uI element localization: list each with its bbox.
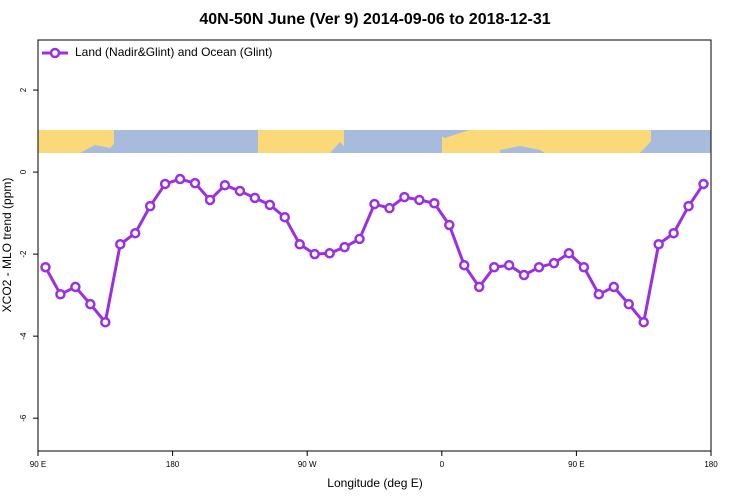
data-point [638,316,649,328]
data-point [578,261,590,273]
data-point [503,259,515,271]
data-point [115,239,126,250]
data-point [279,211,291,223]
x-tick-label: 180 [166,460,180,469]
data-point [473,281,485,293]
data-point [85,298,96,310]
legend-marker [49,47,61,59]
data-point [339,241,350,253]
data-point [533,261,545,273]
data-point [219,179,231,191]
data-point [189,177,201,189]
x-tick-label: 180 [704,460,718,469]
data-point [653,239,664,250]
data-point [309,248,320,260]
y-tick-label: -2 [19,250,28,258]
ocean [80,140,122,153]
data-point [144,200,156,212]
data-point [100,316,111,328]
data-point [429,198,440,209]
data-point [623,298,634,310]
data-point [608,281,620,293]
data-point [324,248,335,259]
data-point [294,239,305,250]
ocean [330,142,350,153]
data-point [384,202,395,214]
x-axis-label: Longitude (deg E) [327,476,422,490]
data-point [159,178,171,190]
data-point [129,227,141,239]
data-point [458,259,470,271]
y-axis-label: XCO2 - MLO trend (ppm) [0,178,14,313]
y-tick-label: -6 [19,414,28,422]
map-band [38,130,711,153]
data-point [249,192,261,204]
data-point [70,281,81,293]
data-point [444,219,455,231]
data-point [683,200,694,212]
y-tick-label: 0 [19,169,28,174]
data-point [488,261,500,273]
data-point [518,269,530,281]
ocean [640,140,660,153]
data-point [399,191,410,203]
ocean [430,130,470,138]
chart-title: 40N-50N June (Ver 9) 2014-09-06 to 2018-… [199,11,550,28]
data-point [668,227,679,239]
x-tick-label: 90 E [568,460,584,469]
data-point [369,198,380,210]
x-tick-label: 90 E [30,460,46,469]
y-tick-label: 2 [19,87,28,92]
land [258,130,344,153]
data-point [204,194,216,206]
data-point [55,289,66,300]
x-tick-label: 0 [440,460,445,469]
data-point [354,233,365,245]
data-point [698,178,709,190]
data-point [40,261,51,273]
data-point [563,248,575,259]
data-point [548,257,560,269]
data-point [234,185,246,197]
plot-frame [37,39,712,452]
data-point [264,199,276,211]
y-tick-label: -4 [19,332,28,340]
legend-label: Land (Nadir&Glint) and Ocean (Glint) [75,45,272,59]
land [442,130,651,153]
x-tick-label: 90 W [298,460,317,469]
data-point [593,289,605,300]
data-point [414,194,425,206]
ocean [500,146,545,153]
data-point [174,173,186,185]
